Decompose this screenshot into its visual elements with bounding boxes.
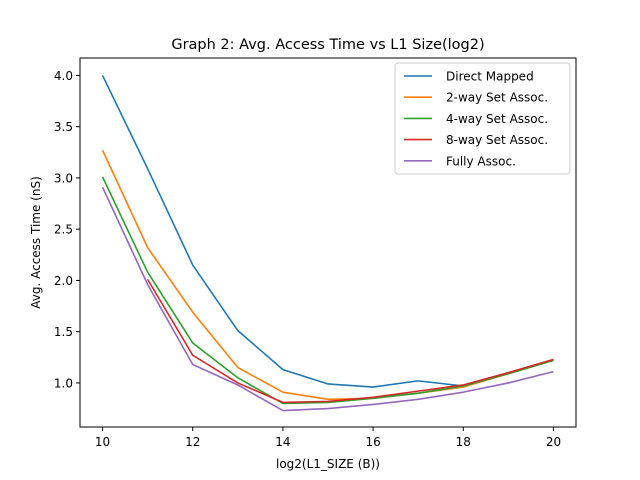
y-axis: 1.0 1.5 2.0 2.5 3.0 3.5 4.0	[54, 69, 80, 390]
y-tick-label: 1.5	[54, 325, 73, 339]
legend-label: Fully Assoc.	[446, 154, 516, 168]
legend: Direct Mapped 2-way Set Assoc. 4-way Set A…	[394, 62, 571, 175]
series-line-3	[101, 176, 554, 405]
y-tick-label: 4.0	[54, 69, 73, 83]
legend-label: 8-way Set Assoc.	[446, 133, 548, 147]
series-layer	[101, 75, 554, 412]
legend-label: 2-way Set Assoc.	[446, 91, 548, 105]
y-tick-label: 3.5	[54, 120, 73, 134]
y-tick-label: 2.5	[54, 223, 73, 237]
series-line-5	[101, 186, 554, 412]
x-tick-label: 18	[456, 435, 471, 449]
y-tick-label: 2.0	[54, 274, 73, 288]
x-tick-label: 10	[95, 435, 110, 449]
x-tick-label: 16	[365, 435, 380, 449]
legend-label: 4-way Set Assoc.	[446, 112, 548, 126]
y-tick-label: 1.0	[54, 376, 73, 390]
series-line-4	[146, 278, 554, 404]
y-tick-label: 3.0	[54, 171, 73, 185]
y-axis-label: Avg. Access Time (nS)	[29, 176, 43, 309]
x-tick-label: 12	[185, 435, 200, 449]
x-tick-label: 20	[546, 435, 561, 449]
x-axis: 10 12 14 16 18 20	[95, 427, 561, 449]
series-line-1	[101, 75, 464, 388]
x-tick-label: 14	[275, 435, 290, 449]
legend-label: Direct Mapped	[446, 70, 534, 84]
x-axis-label: log2(L1_SIZE (B))	[276, 457, 380, 471]
plot-frame	[79, 57, 577, 428]
chart-title: Graph 2: Avg. Access Time vs L1 Size(log…	[171, 37, 484, 53]
legend-box	[394, 62, 571, 175]
